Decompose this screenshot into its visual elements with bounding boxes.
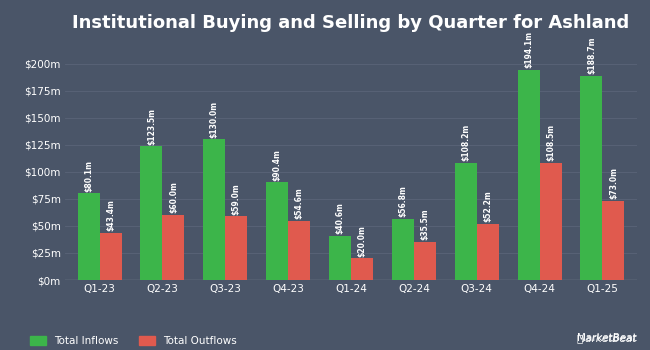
Text: ⼏larketBeat: ⼏larketBeat bbox=[577, 333, 637, 343]
Text: $90.4m: $90.4m bbox=[272, 149, 281, 181]
Text: $60.0m: $60.0m bbox=[169, 182, 178, 214]
Bar bbox=[455, 163, 476, 280]
Bar bbox=[226, 216, 247, 280]
Text: $123.5m: $123.5m bbox=[147, 108, 156, 145]
Text: $188.7m: $188.7m bbox=[587, 37, 596, 74]
Bar bbox=[140, 146, 162, 280]
Text: $194.1m: $194.1m bbox=[524, 31, 533, 68]
Bar bbox=[99, 233, 122, 280]
Bar bbox=[329, 236, 351, 280]
Bar bbox=[203, 139, 226, 280]
Bar bbox=[603, 201, 625, 280]
Text: $35.5m: $35.5m bbox=[421, 208, 430, 240]
Text: $20.0m: $20.0m bbox=[358, 225, 367, 257]
Bar bbox=[266, 182, 288, 280]
Bar bbox=[580, 76, 603, 280]
Text: $73.0m: $73.0m bbox=[609, 167, 618, 199]
Bar bbox=[288, 221, 310, 280]
Bar bbox=[540, 163, 562, 280]
Bar bbox=[517, 70, 539, 280]
Text: $54.6m: $54.6m bbox=[294, 188, 304, 219]
Text: $108.5m: $108.5m bbox=[546, 124, 555, 161]
Bar bbox=[77, 193, 99, 280]
Text: $130.0m: $130.0m bbox=[210, 100, 219, 138]
Bar bbox=[351, 258, 373, 280]
Bar bbox=[414, 241, 436, 280]
Title: Institutional Buying and Selling by Quarter for Ashland: Institutional Buying and Selling by Quar… bbox=[72, 14, 630, 32]
Bar bbox=[162, 215, 185, 280]
Text: MarketBeat: MarketBeat bbox=[577, 333, 637, 343]
Legend: Total Inflows, Total Outflows: Total Inflows, Total Outflows bbox=[30, 336, 237, 346]
Text: $40.6m: $40.6m bbox=[335, 203, 345, 234]
Bar bbox=[476, 224, 499, 280]
Text: $56.8m: $56.8m bbox=[398, 185, 408, 217]
Text: $52.2m: $52.2m bbox=[483, 190, 492, 222]
Text: $80.1m: $80.1m bbox=[84, 160, 93, 192]
Text: $108.2m: $108.2m bbox=[462, 124, 470, 161]
Bar bbox=[392, 218, 414, 280]
Text: $43.4m: $43.4m bbox=[106, 199, 115, 231]
Text: $59.0m: $59.0m bbox=[232, 183, 240, 215]
